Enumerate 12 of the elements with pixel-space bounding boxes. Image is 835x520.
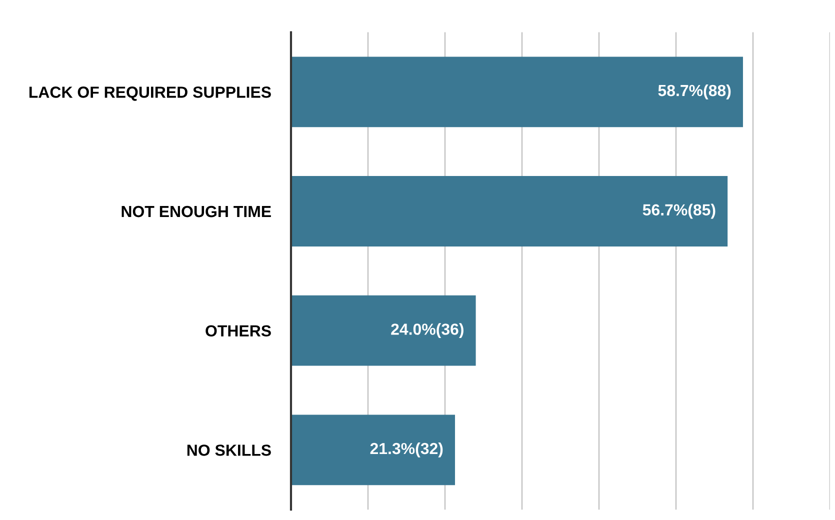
bar: [290, 414, 456, 486]
data-label: 58.7%(88): [658, 84, 731, 100]
y-tick-label: NO SKILLS: [187, 444, 271, 456]
bar: [290, 56, 743, 128]
y-tick-label: OTHERS: [206, 325, 271, 337]
bar: [290, 295, 476, 366]
data-label: 56.7%(85): [642, 204, 716, 219]
y-tick-label: NOT ENOUGH TIME: [122, 206, 271, 218]
y-tick-label: LACK OF REQUIRED SUPPLIES: [29, 86, 271, 101]
bar: [290, 176, 728, 246]
data-label: 21.3%(32): [370, 442, 443, 458]
data-label: 24.0%(36): [391, 323, 464, 338]
